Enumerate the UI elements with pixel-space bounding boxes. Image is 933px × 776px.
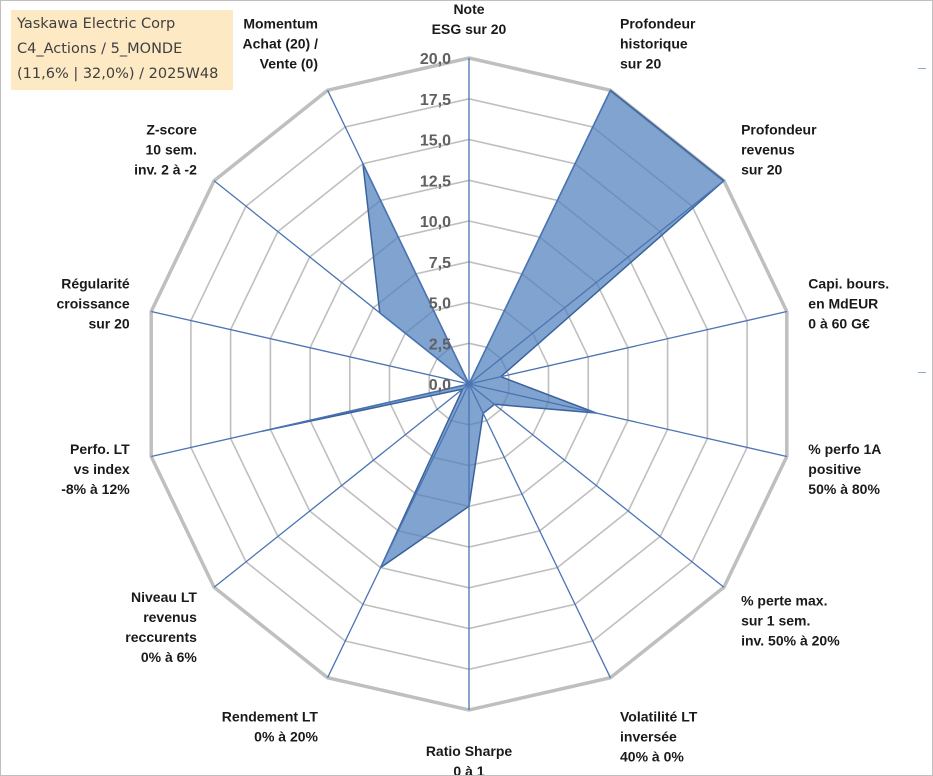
category-label: Régularité croissance sur 20 [57, 276, 130, 332]
category-label-line: sur 1 sem. [741, 613, 810, 629]
category-label-line: % perte max. [741, 593, 827, 609]
category-label-line: revenus [741, 141, 795, 157]
category-label-line: inv. 50% à 20% [741, 633, 840, 649]
axis-spoke [468, 383, 725, 588]
category-label-line: sur 20 [741, 161, 782, 177]
category-label-line: croissance [57, 296, 130, 312]
portfolio-name: C4_Actions / 5_MONDE [17, 41, 183, 57]
axis-spoke [468, 90, 611, 385]
category-label-line: Momentum [243, 16, 318, 32]
tick-label: 2,5 [429, 336, 451, 353]
category-label-line: sur 20 [620, 56, 661, 72]
category-label-line: Achat (20) / [243, 36, 319, 52]
category-label-line: Vente (0) [260, 56, 318, 72]
axis-spoke [327, 383, 470, 678]
scroll-marker [918, 68, 926, 69]
category-label-line: 40% à 0% [620, 749, 684, 765]
category-label: Z-score 10 sem. inv. 2 à -2 [134, 121, 197, 177]
category-label-line: Régularité [61, 276, 130, 292]
category-label-line: positive [808, 461, 861, 477]
category-label-line: % perfo 1A [808, 441, 881, 457]
category-label-line: Profondeur [620, 16, 696, 32]
axis-spoke [468, 383, 611, 678]
category-label: % perfo 1A positive 50% à 80% [808, 441, 881, 497]
tick-label: 15,0 [420, 133, 451, 150]
tick-label: 0,0 [429, 377, 451, 394]
category-label-line: Capi. bours. [808, 276, 889, 292]
category-label-line: Perfo. LT [70, 441, 130, 457]
category-label-line: Profondeur [741, 121, 817, 137]
category-label-line: 0 à 1 [453, 763, 484, 775]
axis-spoke [327, 90, 470, 385]
category-label-line: en MdEUR [808, 296, 878, 312]
category-label-line: historique [620, 36, 688, 52]
category-label: Volatilité LT inversée 40% à 0% [620, 709, 698, 765]
category-label: Capi. bours. en MdEUR 0 à 60 G€ [808, 276, 889, 332]
category-label-line: 50% à 80% [808, 481, 880, 497]
tick-label: 17,5 [420, 92, 451, 109]
axis-spoke [468, 310, 787, 385]
category-label: Profondeur revenus sur 20 [741, 121, 817, 177]
tick-label: 10,0 [420, 214, 451, 231]
category-label-line: Note [453, 1, 484, 17]
category-label-line: revenus [143, 609, 197, 625]
category-label-line: Z-score [146, 121, 197, 137]
tick-label: 12,5 [420, 173, 451, 190]
category-label-line: Niveau LT [131, 589, 197, 605]
info-box: Yaskawa Electric Corp C4_Actions / 5_MON… [11, 10, 233, 90]
axis-spoke [468, 383, 787, 458]
category-label: Note ESG sur 20 [432, 1, 507, 37]
axis-spoke [213, 383, 470, 588]
category-label-line: ESG sur 20 [432, 21, 507, 37]
category-label-line: sur 20 [88, 316, 129, 332]
category-label: Momentum Achat (20) / Vente (0) [243, 16, 319, 72]
category-label: Rendement LT 0% à 20% [222, 709, 319, 745]
tick-label: 5,0 [429, 296, 451, 313]
category-label-line: inversée [620, 729, 677, 745]
category-label: % perte max. sur 1 sem. inv. 50% à 20% [741, 593, 840, 649]
category-label-line: Volatilité LT [620, 709, 698, 725]
tick-label: 7,5 [429, 255, 451, 272]
scroll-marker [918, 372, 926, 373]
category-label-line: inv. 2 à -2 [134, 161, 197, 177]
axis-spoke [213, 180, 470, 385]
axis-spoke [151, 383, 470, 458]
category-label-line: 0 à 60 G€ [808, 316, 870, 332]
category-label: Profondeur historique sur 20 [620, 16, 696, 72]
category-label: Niveau LT revenus reccurents 0% à 6% [125, 589, 197, 665]
category-label-line: vs index [74, 461, 130, 477]
series-area [261, 89, 725, 569]
category-label: Perfo. LT vs index -8% à 12% [61, 441, 130, 497]
axis-spoke [151, 310, 470, 385]
parameters-text: (11,6% | 32,0%) / 2025W48 [17, 66, 219, 82]
category-label: Ratio Sharpe 0 à 1 [426, 743, 513, 775]
category-label-line: 0% à 20% [254, 729, 318, 745]
category-label-line: reccurents [125, 629, 197, 645]
category-label-line: Rendement LT [222, 709, 319, 725]
category-label-line: -8% à 12% [61, 481, 130, 497]
axis-spoke [468, 180, 725, 385]
category-label-line: 10 sem. [146, 141, 197, 157]
category-label-line: Ratio Sharpe [426, 743, 513, 759]
tick-label: 20,0 [420, 51, 451, 68]
company-name: Yaskawa Electric Corp [17, 16, 176, 32]
category-label-line: 0% à 6% [141, 649, 198, 665]
